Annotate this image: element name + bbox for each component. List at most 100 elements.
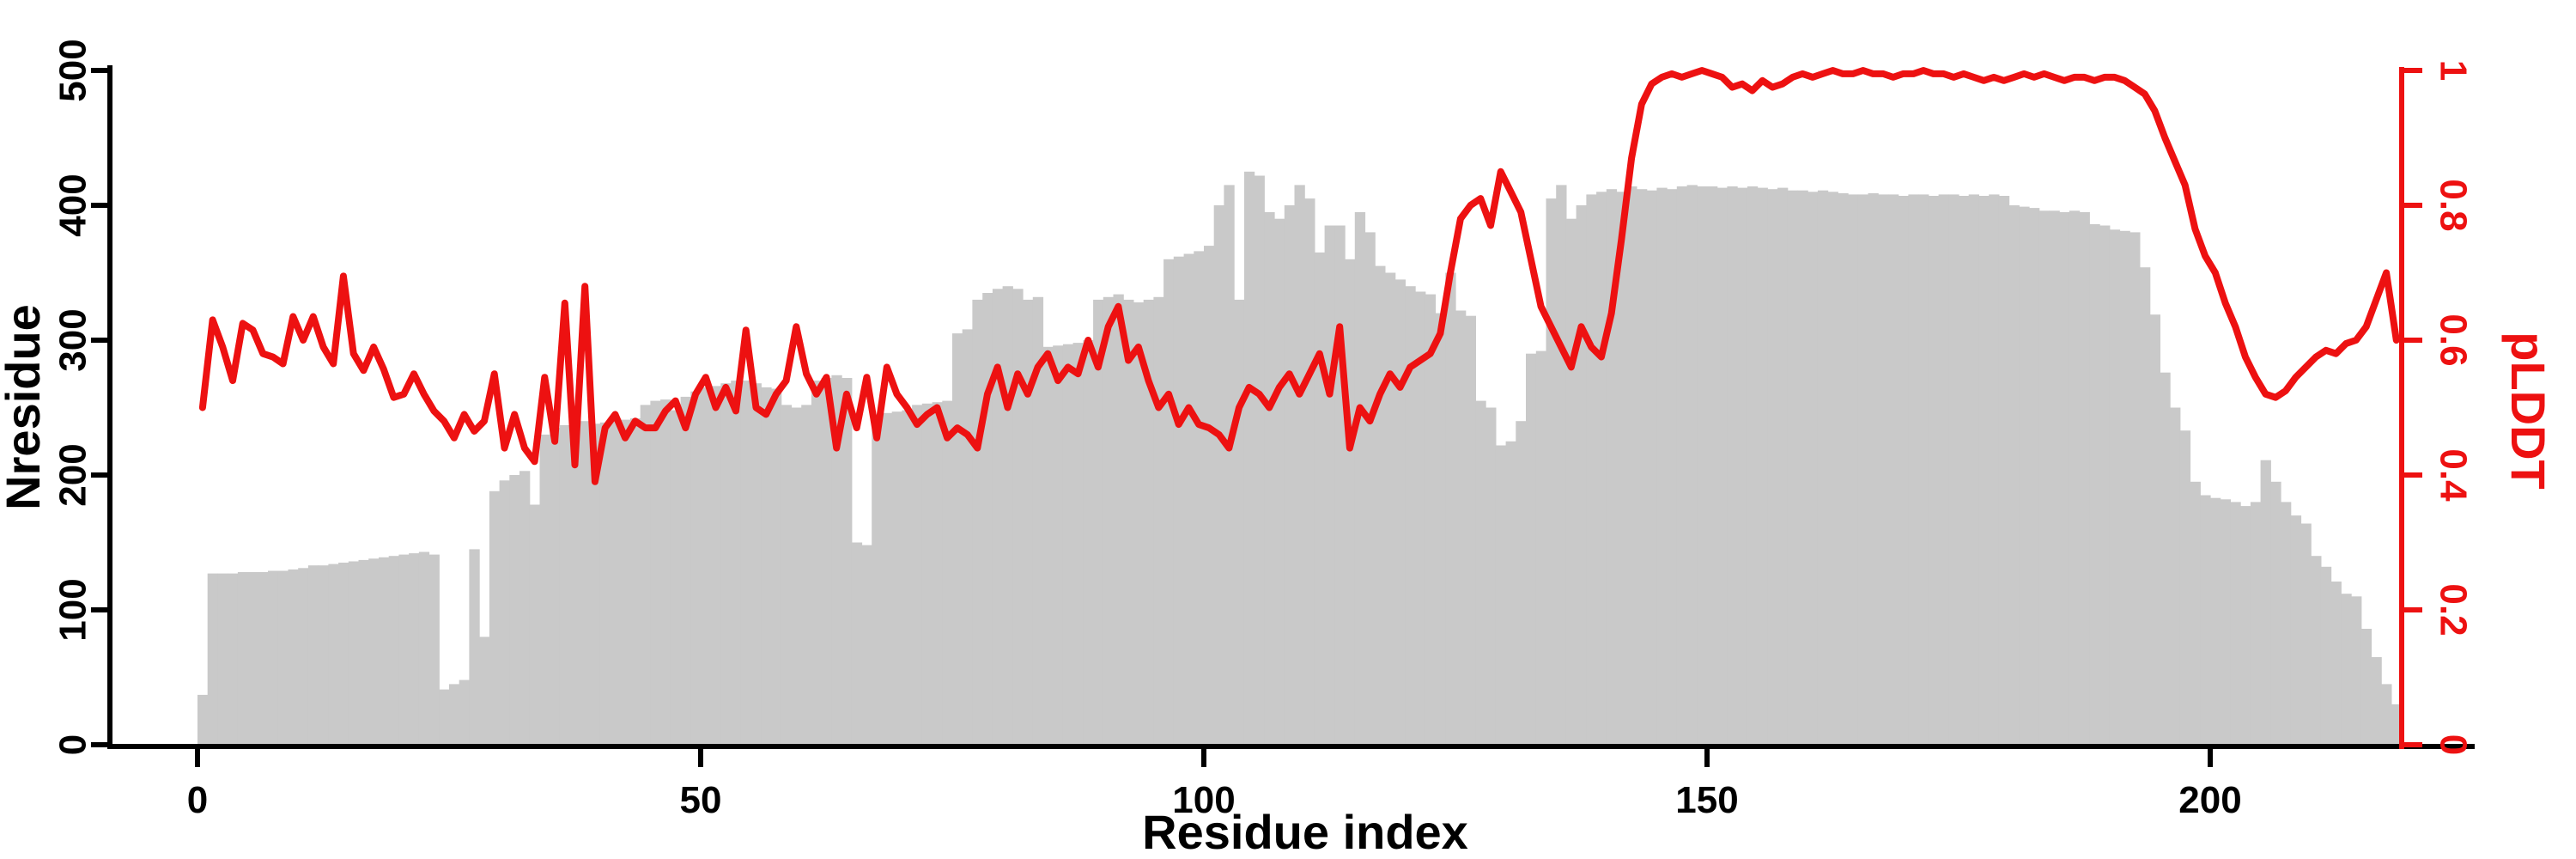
right-axis-tick-label: 0.4 <box>2433 448 2475 502</box>
bar <box>1012 289 1024 745</box>
bar <box>1787 190 1799 745</box>
bar <box>921 403 933 745</box>
bar <box>801 405 812 745</box>
bar <box>237 572 249 745</box>
bar <box>1415 291 1426 745</box>
bar <box>2179 430 2191 745</box>
plddt-line-series <box>198 67 2400 485</box>
bar <box>1475 400 1486 745</box>
bar <box>1394 279 1406 745</box>
bar <box>338 563 349 745</box>
bar <box>1314 252 1326 745</box>
bar <box>831 375 842 745</box>
bar <box>1667 189 1678 745</box>
bar <box>882 412 893 745</box>
bar <box>1173 256 1185 745</box>
bar <box>1113 294 1124 746</box>
bar <box>2330 582 2342 745</box>
bar <box>912 405 923 745</box>
bar <box>2190 481 2201 745</box>
bar <box>610 421 621 745</box>
bar <box>902 410 913 745</box>
bar <box>2260 460 2271 745</box>
bar <box>710 386 721 745</box>
x-axis-ticks <box>195 746 2213 767</box>
bar <box>1354 211 1366 745</box>
right-y-axis-ticks <box>2402 68 2422 747</box>
bar <box>277 570 289 745</box>
bar <box>1304 198 1315 746</box>
bar <box>529 504 541 745</box>
bar <box>449 684 460 746</box>
bar <box>891 411 902 745</box>
bar <box>1103 296 1115 745</box>
bar <box>2129 232 2141 745</box>
bar <box>1998 196 2010 745</box>
bar <box>1123 299 1134 745</box>
bar <box>1676 186 1688 745</box>
bar <box>418 551 430 745</box>
right-axis-tick-label: 0.6 <box>2433 314 2475 366</box>
bar <box>1083 340 1094 745</box>
bar <box>1777 187 1789 746</box>
right-y-axis-tick-labels: 0 0.2 0.4 0.6 0.8 1 <box>2433 60 2475 755</box>
bar <box>1213 205 1224 745</box>
bar <box>1294 185 1305 745</box>
bar <box>841 378 853 745</box>
x-axis-title: Residue index <box>1142 805 1468 859</box>
bar <box>952 333 963 745</box>
bar <box>861 545 872 745</box>
x-axis-tick-label: 50 <box>680 779 722 821</box>
bar <box>701 387 712 745</box>
bar <box>1455 310 1467 745</box>
bar <box>499 480 510 745</box>
bar <box>1445 272 1456 745</box>
left-y-axis-ticks <box>91 68 110 747</box>
bar <box>268 570 279 745</box>
bar <box>459 679 470 745</box>
bar <box>1948 194 1959 745</box>
bar <box>1737 187 1748 746</box>
bar <box>2320 566 2332 745</box>
bar <box>1817 190 1829 745</box>
bar <box>1425 294 1437 746</box>
bar <box>1053 345 1064 745</box>
bar <box>1556 185 1567 745</box>
bar <box>550 428 561 745</box>
bar <box>1747 186 1759 745</box>
bar <box>1646 190 1657 745</box>
bar <box>1707 186 1718 745</box>
bar <box>1898 196 1909 745</box>
bar <box>1435 313 1446 745</box>
bar <box>1405 286 1416 745</box>
bar <box>2029 208 2040 746</box>
bar <box>479 637 490 745</box>
bar <box>1978 196 1990 745</box>
bar <box>761 387 772 745</box>
bar <box>1284 205 1296 745</box>
bar <box>1485 407 1497 745</box>
bar <box>1838 192 1849 745</box>
bar <box>2290 515 2302 745</box>
bar <box>2140 267 2151 745</box>
bar <box>489 490 501 745</box>
bar <box>1586 194 1597 745</box>
bar <box>569 423 580 745</box>
bar <box>2250 502 2262 745</box>
bar <box>1516 421 1527 745</box>
bar <box>1032 296 1044 745</box>
bar <box>811 381 823 745</box>
bar <box>1264 211 1275 745</box>
left-axis-tick-label: 0 <box>52 734 94 755</box>
x-axis-tick-label: 0 <box>187 779 208 821</box>
bar <box>1495 445 1507 745</box>
right-axis-tick-label: 0.8 <box>2433 179 2475 231</box>
bar <box>409 553 420 745</box>
bar <box>1093 299 1104 745</box>
bar <box>1133 302 1145 745</box>
bar <box>1908 194 1919 745</box>
left-axis-tick-label: 100 <box>52 578 94 641</box>
bar <box>1757 187 1768 746</box>
bar <box>559 424 571 745</box>
